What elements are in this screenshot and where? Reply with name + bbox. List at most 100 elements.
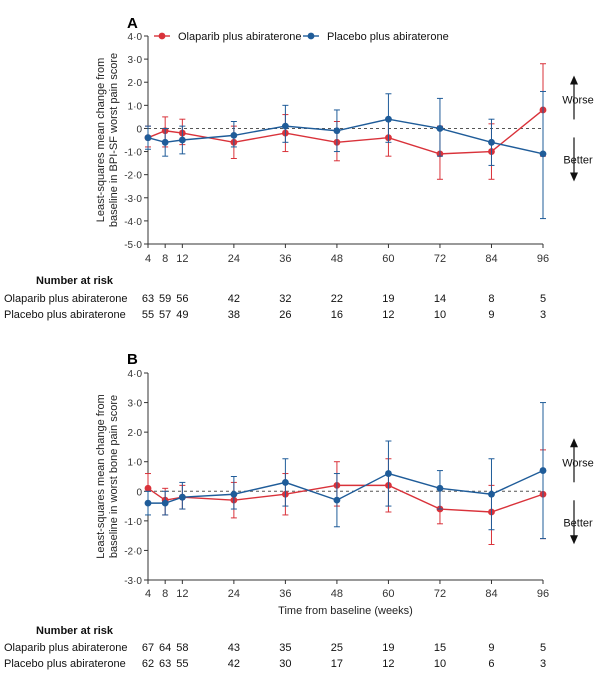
risk-count: 26 xyxy=(279,309,291,321)
y-tick-label: -1·0 xyxy=(124,517,142,528)
risk-count: 35 xyxy=(279,642,291,654)
risk-count: 42 xyxy=(228,658,240,670)
worse-arrow-head xyxy=(570,438,578,448)
risk-count: 15 xyxy=(434,642,446,654)
risk-count: 5 xyxy=(540,293,546,305)
x-tick-label: 36 xyxy=(279,588,291,600)
risk-count: 10 xyxy=(434,309,446,321)
data-point xyxy=(436,125,444,132)
risk-count: 14 xyxy=(434,293,446,305)
risk-count: 9 xyxy=(488,309,494,321)
y-tick-label: 3·0 xyxy=(128,55,143,66)
risk-count: 63 xyxy=(159,658,171,670)
x-tick-label: 24 xyxy=(228,588,240,600)
y-tick-label: 1·0 xyxy=(128,458,143,469)
risk-count: 12 xyxy=(382,309,394,321)
risk-count: 56 xyxy=(176,293,188,305)
risk-count: 9 xyxy=(488,642,494,654)
x-tick-label: 48 xyxy=(331,253,343,265)
risk-count: 3 xyxy=(540,309,546,321)
risk-count: 16 xyxy=(331,309,343,321)
data-point xyxy=(385,470,392,477)
risk-table-title: Number at risk xyxy=(36,625,114,637)
risk-count: 32 xyxy=(279,293,291,305)
x-tick-label: 96 xyxy=(537,588,549,600)
x-tick-label: 24 xyxy=(228,253,240,265)
risk-count: 30 xyxy=(279,658,291,670)
y-tick-label: 4·0 xyxy=(128,369,143,380)
x-tick-label: 8 xyxy=(162,588,168,600)
risk-count: 49 xyxy=(176,309,188,321)
risk-count: 55 xyxy=(142,309,154,321)
series-olaparib xyxy=(144,63,547,180)
y-tick-label: -4·0 xyxy=(124,217,142,228)
x-tick-label: 12 xyxy=(176,253,188,265)
risk-count: 25 xyxy=(331,642,343,654)
worse-arrow-head xyxy=(570,75,578,85)
risk-count: 55 xyxy=(176,658,188,670)
y-tick-label: 0 xyxy=(136,124,142,135)
data-point xyxy=(161,138,169,146)
y-axis-label: Least-squares mean change frombaseline i… xyxy=(95,394,120,558)
y-tick-label: 3·0 xyxy=(128,399,143,410)
series-line xyxy=(147,484,544,513)
data-point xyxy=(144,134,152,142)
risk-count: 5 xyxy=(540,642,546,654)
x-tick-label: 84 xyxy=(485,588,497,600)
risk-count: 67 xyxy=(142,642,154,654)
x-tick-label: 96 xyxy=(537,253,549,265)
risk-row-label: Placebo plus abiraterone xyxy=(4,658,126,670)
risk-count: 38 xyxy=(228,309,240,321)
risk-count: 58 xyxy=(176,642,188,654)
better-label: Better xyxy=(563,154,593,166)
data-point xyxy=(488,490,495,498)
legend-swatch-marker xyxy=(158,32,166,40)
data-point xyxy=(539,150,547,158)
legend-item: Placebo plus abiraterone xyxy=(303,31,449,43)
data-point xyxy=(436,484,444,492)
legend-swatch-marker xyxy=(307,32,315,40)
x-tick-label: 60 xyxy=(382,588,394,600)
y-tick-label: -3·0 xyxy=(124,194,142,205)
worse-label: Worse xyxy=(562,94,594,106)
x-tick-label: 8 xyxy=(162,253,168,265)
series-olaparib xyxy=(144,449,547,546)
risk-count: 8 xyxy=(488,293,494,305)
y-tick-label: 1·0 xyxy=(128,101,143,112)
risk-count: 43 xyxy=(228,642,240,654)
data-point xyxy=(488,138,495,146)
x-tick-label: 36 xyxy=(279,253,291,265)
legend-item: Olaparib plus abiraterone xyxy=(154,31,302,43)
series-line xyxy=(148,469,544,504)
series-line xyxy=(147,109,544,155)
number-at-risk-table: Number at risk Olaparib plus abiraterone 6… xyxy=(4,625,546,670)
risk-count: 10 xyxy=(434,658,446,670)
risk-row-label: Placebo plus abiraterone xyxy=(4,309,126,321)
y-tick-label: -1·0 xyxy=(124,148,142,159)
data-point xyxy=(539,467,547,474)
data-point xyxy=(178,136,186,144)
worse-label: Worse xyxy=(562,457,594,469)
risk-count: 17 xyxy=(331,658,343,670)
risk-count: 3 xyxy=(540,658,546,670)
direction-annotations: Worse Better xyxy=(562,438,594,545)
risk-row-label: Olaparib plus abiraterone xyxy=(4,642,128,654)
risk-count: 6 xyxy=(488,658,494,670)
risk-count: 64 xyxy=(159,642,171,654)
risk-row-label: Olaparib plus abiraterone xyxy=(4,293,128,305)
data-point xyxy=(281,122,289,130)
y-tick-label: -5·0 xyxy=(124,240,142,251)
x-tick-label: 48 xyxy=(331,588,343,600)
x-tick-label: 72 xyxy=(434,588,446,600)
risk-count: 22 xyxy=(331,293,343,305)
panel-b: B-3·0-2·0-1·001·02·03·04·04 8 12 24 36 48 60 72… xyxy=(4,351,594,670)
risk-count: 59 xyxy=(159,293,171,305)
y-tick-label: 2·0 xyxy=(128,78,143,89)
number-at-risk-table: Number at risk Olaparib plus abiraterone 6… xyxy=(4,275,546,321)
risk-count: 12 xyxy=(382,658,394,670)
panel-a: A-5·0-4·0-3·0-2·0-1·001·02·03·04·04 8 12 24… xyxy=(4,15,594,321)
risk-count: 62 xyxy=(142,658,154,670)
series-placebo xyxy=(144,90,547,220)
x-tick-label: 4 xyxy=(145,253,151,265)
